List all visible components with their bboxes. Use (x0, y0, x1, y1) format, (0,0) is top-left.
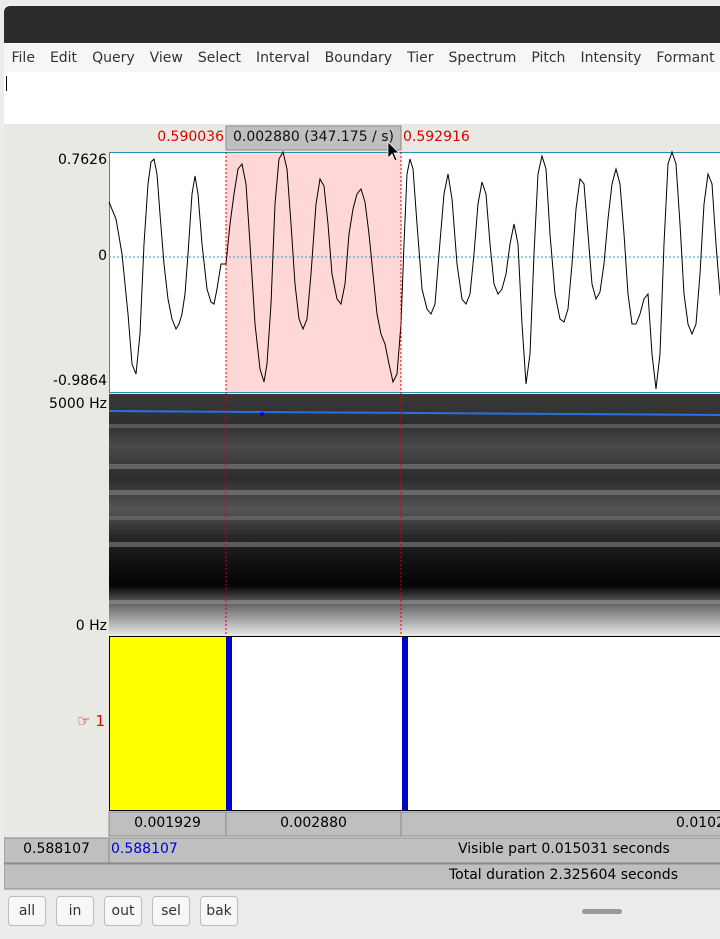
sound-editor-area[interactable]: 0.590036 0.002880 (347.175 / s) 0.592916… (4, 124, 720, 891)
menu-spectrum[interactable]: Spectrum (448, 49, 517, 66)
interval-duration-2: 0.002880 (280, 815, 347, 831)
zoom-in-button[interactable]: in (56, 896, 94, 926)
selection-start-time: 0.590036 (157, 129, 224, 145)
menu-edit[interactable]: Edit (49, 49, 78, 66)
total-duration-cell[interactable] (4, 863, 720, 890)
interval-duration-1: 0.001929 (134, 815, 201, 831)
cursor-time-left: 0.588107 (23, 841, 90, 857)
spectrogram-bottom-label: 0 Hz (75, 618, 107, 634)
zoom-out-button[interactable]: out (104, 896, 142, 926)
waveform-trace (108, 150, 720, 390)
interval-boundary-1[interactable] (226, 637, 232, 810)
interval-text-field[interactable] (4, 72, 720, 125)
editor-canvas (4, 125, 720, 890)
spectrogram-formant-bands (109, 424, 720, 604)
waveform-border (109, 152, 720, 393)
zoom-selection-button[interactable]: sel (152, 896, 190, 926)
menu-file[interactable]: File (11, 49, 35, 66)
interval-duration-3-cell[interactable] (400, 811, 720, 837)
tier-1-label[interactable]: ☞ 1 (77, 712, 105, 730)
visible-part-label: Visible part 0.015031 seconds (458, 841, 670, 857)
menu-tier[interactable]: Tier (407, 49, 434, 66)
text-caret (6, 76, 7, 91)
visible-part-cell[interactable] (108, 837, 720, 864)
menu-query[interactable]: Query (92, 49, 135, 66)
interval-duration-3: 0.0102 (676, 815, 720, 831)
menu-view[interactable]: View (149, 49, 183, 66)
window-title-bar (4, 6, 720, 43)
menu-intensity[interactable]: Intensity (580, 49, 642, 66)
selection-highlight (226, 152, 401, 393)
pitch-point (260, 412, 264, 416)
horizontal-scroll-thumb[interactable] (582, 909, 622, 914)
interval-boundary-2[interactable] (402, 637, 408, 810)
waveform-min-label: -0.9864 (52, 373, 107, 389)
cursor-left-cell[interactable] (4, 837, 110, 864)
zoom-button-bar: all in out sel bak (4, 891, 720, 939)
mouse-pointer-icon (387, 141, 400, 162)
selection-end-time: 0.592916 (403, 129, 470, 145)
selection-duration-label: 0.002880 (347.175 / s) (233, 129, 394, 145)
pitch-contour-line (108, 410, 720, 416)
menu-interval[interactable]: Interval (256, 49, 310, 66)
menu-bar: File Edit Query View Select Interval Bou… (4, 43, 720, 73)
zoom-back-button[interactable]: bak (200, 896, 238, 926)
spectrogram-panel[interactable] (109, 394, 720, 634)
menu-pitch[interactable]: Pitch (531, 49, 566, 66)
spectrogram-top-label: 5000 Hz (49, 396, 107, 412)
waveform-zero-label: 0 (98, 248, 107, 264)
selected-interval[interactable] (110, 637, 227, 810)
total-duration-label: Total duration 2.325604 seconds (449, 867, 678, 883)
waveform-max-label: 0.7626 (58, 152, 107, 168)
interval-duration-1-cell[interactable] (108, 811, 227, 837)
cursor-time-right: 0.588107 (111, 841, 178, 857)
text-tier-border (109, 636, 720, 811)
menu-boundary[interactable]: Boundary (324, 49, 393, 66)
zoom-all-button[interactable]: all (8, 896, 46, 926)
menu-select[interactable]: Select (197, 49, 242, 66)
menu-formant[interactable]: Formant (656, 49, 715, 66)
selection-duration-cell[interactable] (225, 125, 402, 151)
interval-duration-2-cell[interactable] (225, 811, 402, 837)
